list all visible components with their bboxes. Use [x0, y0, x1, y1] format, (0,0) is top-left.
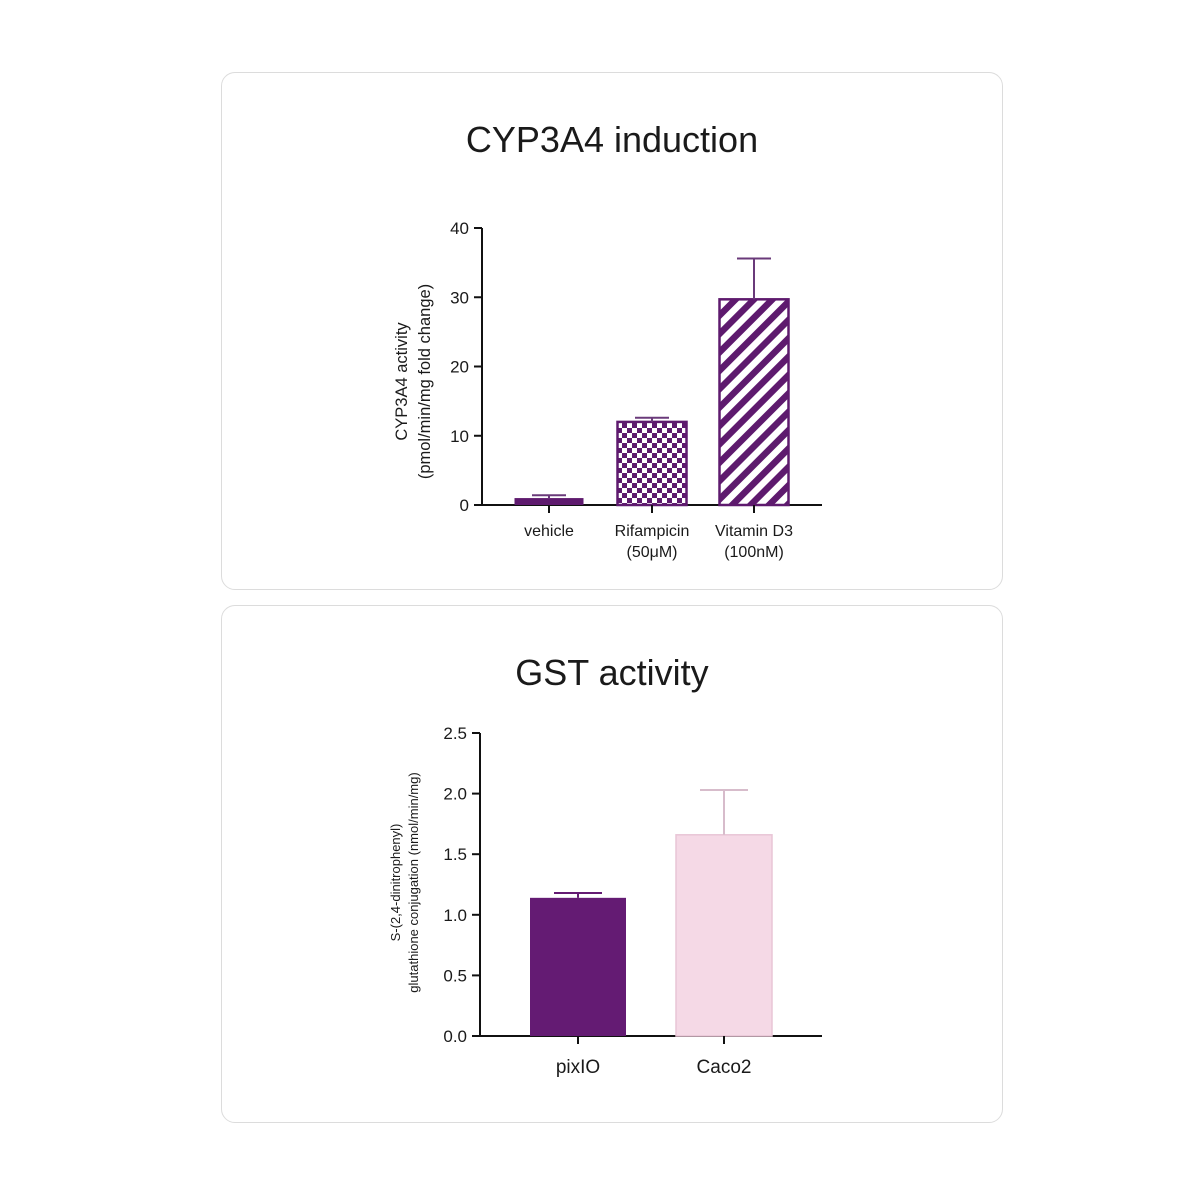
x-tick-label: vehicle [524, 523, 574, 540]
gst-chart-card: GST activity 0.0 0.5 1.0 1.5 2.0 2.5 S-(2,4-di… [221, 605, 1003, 1123]
bar [514, 498, 584, 505]
gst-chart: 0.0 0.5 1.0 1.5 2.0 2.5 S-(2,4-dinitrophenyl) g… [388, 724, 822, 1078]
y-tick-label: 2.0 [443, 785, 467, 804]
cyp3a4-chart-title: CYP3A4 induction [465, 119, 759, 160]
y-tick-label: 30 [450, 288, 469, 307]
y-tick-label: 1.0 [443, 906, 467, 925]
cyp3a4-chart-card: CYP3A4 induction 0 10 20 30 40 CYP3A4 activit… [221, 72, 1003, 590]
y-tick-label: 0 [460, 496, 469, 515]
x-tick-label: Caco2 [697, 1057, 752, 1078]
bar [675, 834, 773, 1037]
gst-chart-title: GST activity [515, 652, 709, 693]
y-axis-label: S-(2,4-dinitrophenyl) glutathione conjuga… [388, 772, 421, 992]
y-tick-label: 10 [450, 427, 469, 446]
x-tick-label: Rifampicin (50μM) [615, 523, 690, 561]
y-tick-label: 0.5 [443, 966, 467, 985]
bar [718, 298, 790, 507]
y-tick-label: 2.5 [443, 724, 467, 743]
x-tick-label: pixIO [556, 1057, 600, 1078]
y-tick-label: 1.5 [443, 845, 467, 864]
bar [616, 420, 688, 507]
cyp3a4-chart: 0 10 20 30 40 CYP3A4 activity (pmol/min/mg fol… [393, 219, 822, 561]
x-tick-label: Vitamin D3 (100nM) [715, 523, 793, 561]
y-tick-label: 0.0 [443, 1027, 467, 1046]
y-tick-label: 40 [450, 219, 469, 238]
bar [530, 897, 626, 1036]
y-axis-label: CYP3A4 activity (pmol/min/mg fold change) [393, 284, 434, 479]
y-tick-label: 20 [450, 358, 469, 377]
